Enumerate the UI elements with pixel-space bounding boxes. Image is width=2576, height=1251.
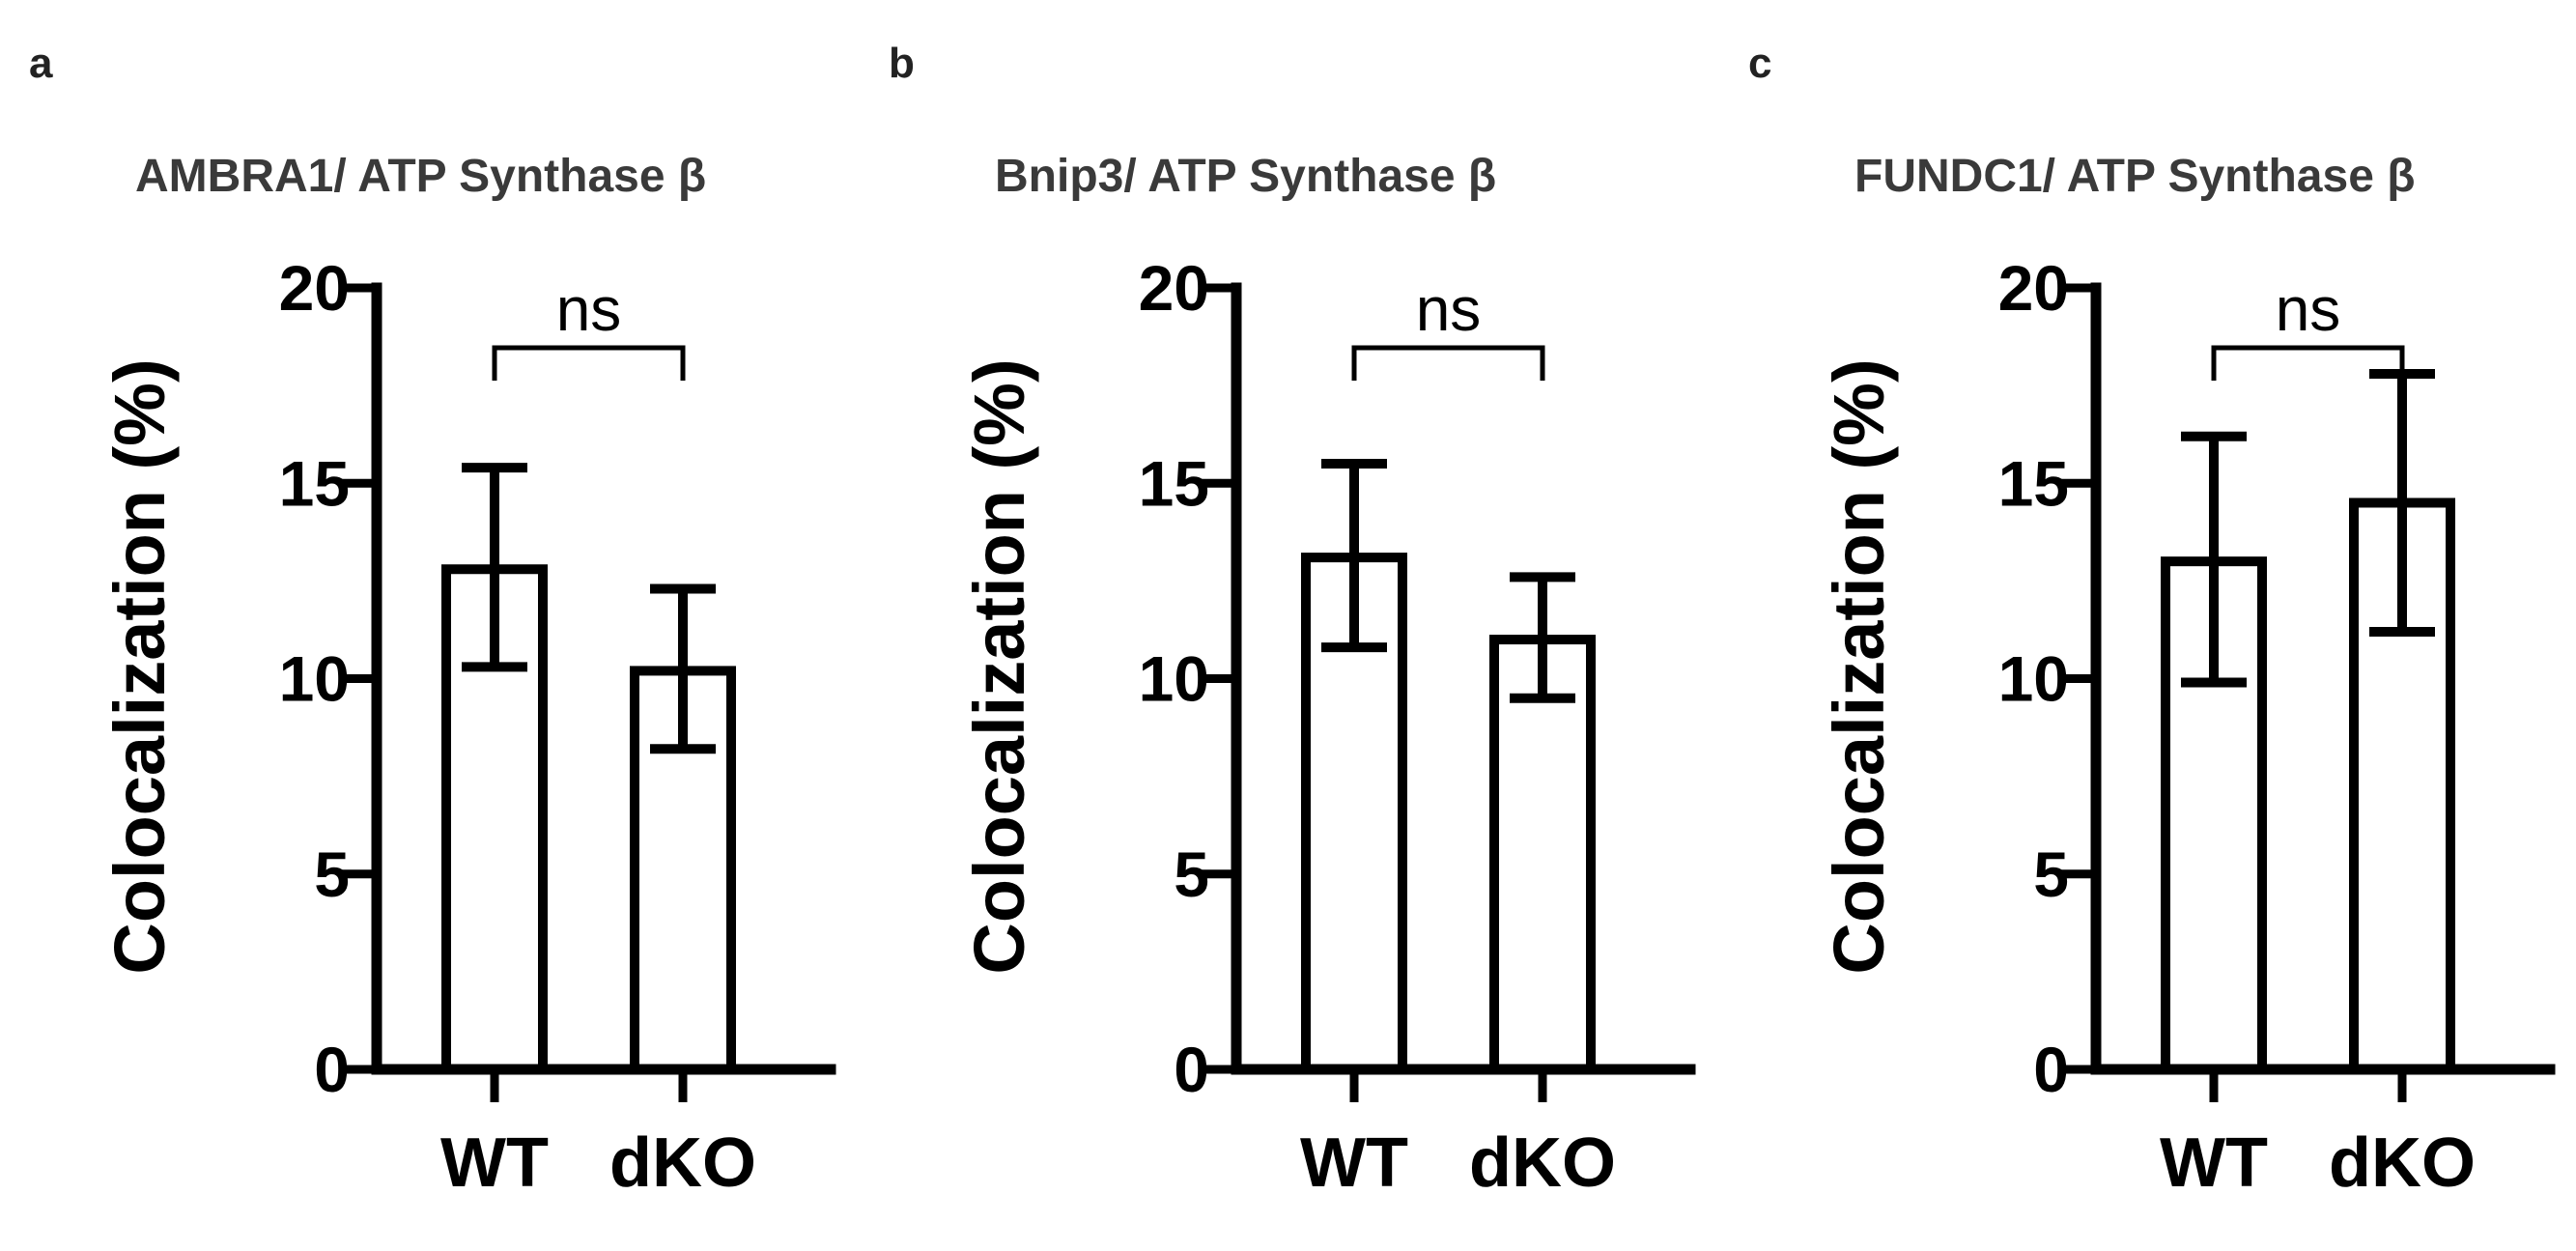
y-tick-label: 5 (314, 839, 350, 910)
significance-label: ns (2276, 274, 2341, 344)
significance-bracket (2211, 345, 2405, 381)
chart-title: Bnip3/ ATP Synthase β (995, 151, 1496, 202)
panel-c: c FUNDC1/ ATP Synthase β Colocalization (%… (1748, 40, 2556, 1202)
y-tick-label: 20 (1998, 252, 2069, 324)
significance-label: ns (556, 274, 622, 344)
y-tick-label: 10 (1139, 643, 1209, 715)
y-tick-label: 15 (1139, 447, 1209, 519)
panel-letter: a (29, 40, 53, 87)
error-bar-dko (1510, 572, 1575, 703)
y-tick-label: 0 (314, 1034, 350, 1105)
x-tick-label-dko: dKO (609, 1124, 756, 1202)
y-tick-label: 20 (279, 252, 350, 324)
error-bar-dko (650, 583, 716, 754)
y-axis-label: Colocalization (%) (1819, 358, 1899, 974)
error-bar-wt (2181, 431, 2247, 688)
y-tick-label: 10 (279, 643, 350, 715)
y-tick-label: 5 (1174, 839, 1209, 910)
error-bar-wt (1321, 459, 1387, 653)
panel-a: a AMBRA1/ ATP Synthase β Colocalization (%… (29, 40, 836, 1202)
error-bar-wt (462, 463, 527, 672)
significance-bracket (492, 345, 686, 381)
y-tick-label: 15 (279, 447, 350, 519)
y-axis-label: Colocalization (%) (99, 358, 180, 974)
chart-title: AMBRA1/ ATP Synthase β (135, 151, 706, 202)
y-tick-label: 20 (1139, 252, 1209, 324)
y-tick-label: 0 (2033, 1034, 2069, 1105)
panel-letter: c (1748, 40, 1771, 87)
significance-bracket (1351, 345, 1545, 381)
chart-title: FUNDC1/ ATP Synthase β (1854, 151, 2416, 202)
y-tick-label: 10 (1998, 643, 2069, 715)
bar-dko (1489, 635, 1596, 1074)
y-tick-label: 0 (1174, 1034, 1209, 1105)
panel-b: b Bnip3/ ATP Synthase β Colocalization (%)… (889, 40, 1696, 1202)
x-tick-label-wt: WT (440, 1124, 549, 1202)
significance-label: ns (1416, 274, 1482, 344)
x-tick-label-wt: WT (2160, 1124, 2268, 1202)
y-axis-label: Colocalization (%) (959, 358, 1039, 974)
x-tick-label-dko: dKO (1469, 1124, 1616, 1202)
x-tick-label-dko: dKO (2329, 1124, 2476, 1202)
panel-letter: b (889, 40, 915, 87)
y-tick-label: 15 (1998, 447, 2069, 519)
x-tick-label-wt: WT (1300, 1124, 1408, 1202)
y-tick-label: 5 (2033, 839, 2069, 910)
